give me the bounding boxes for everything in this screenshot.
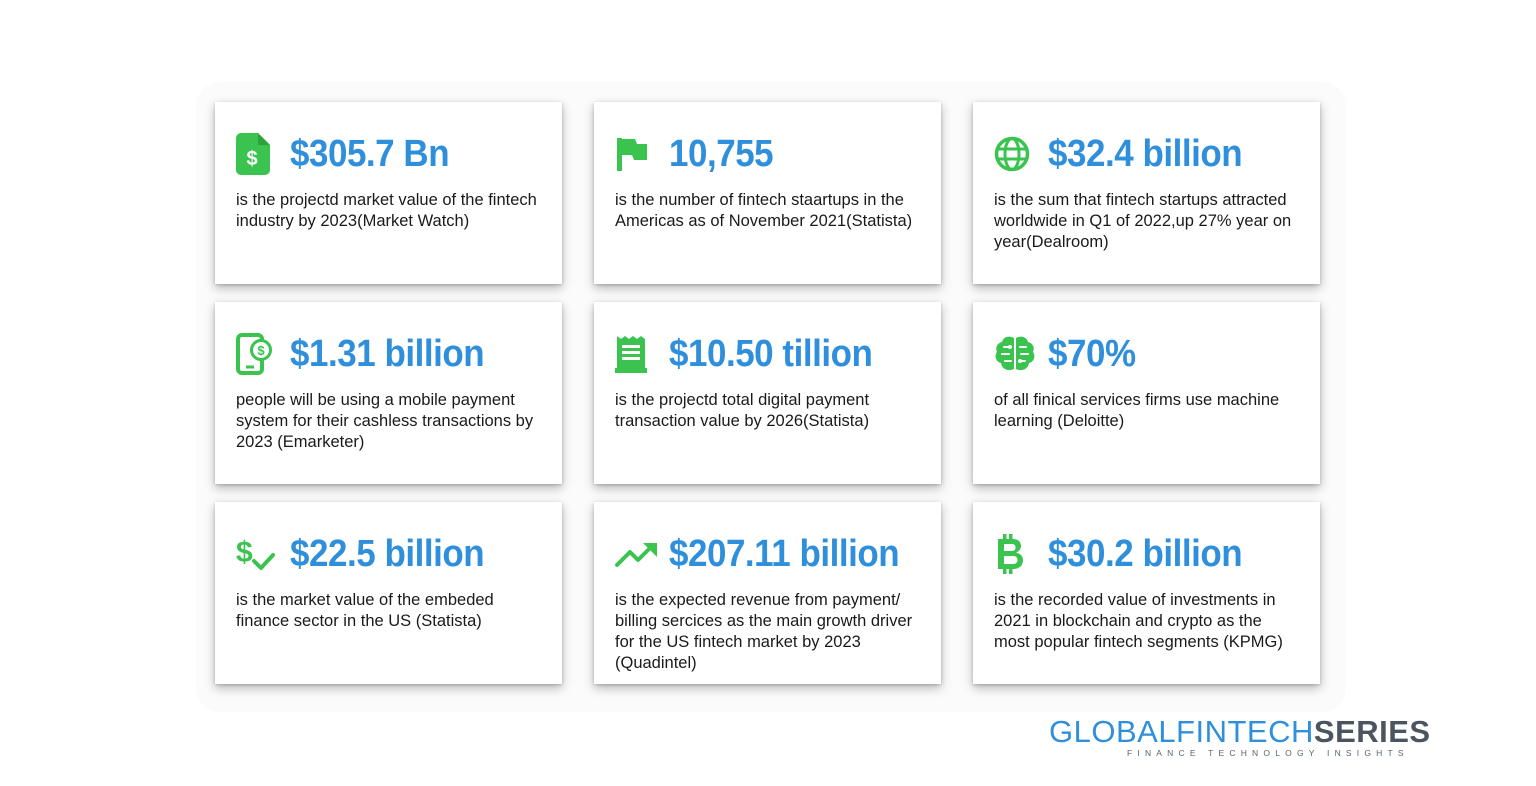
stat-description: is the projectd market value of the fint…	[236, 191, 537, 230]
stat-value: $32.4 billion	[1048, 133, 1243, 175]
stat-card: $70% of all finical services firms use m…	[973, 302, 1320, 484]
stat-description: is the number of fintech staartups in th…	[615, 191, 913, 230]
bitcoin-icon	[994, 530, 1038, 578]
stat-card: $207.11 billion is the expected revenue …	[594, 502, 941, 684]
svg-text:$: $	[257, 343, 265, 358]
stat-card: $ $1.31 billion people will be using a m…	[215, 302, 562, 484]
stat-value: $30.2 billion	[1048, 533, 1243, 575]
globe-icon	[994, 130, 1038, 178]
stat-card: $32.4 billion is the sum that fintech st…	[973, 102, 1320, 284]
stat-card: $30.2 billion is the recorded value of i…	[973, 502, 1320, 684]
flag-icon	[615, 130, 659, 178]
receipt-icon	[615, 330, 659, 378]
brain-icon	[994, 330, 1038, 378]
stat-description: is the expected revenue from payment/ bi…	[615, 591, 913, 672]
mobile-payment-icon: $	[236, 330, 280, 378]
svg-text:$: $	[236, 536, 253, 569]
stat-value: $305.7 Bn	[290, 133, 450, 175]
stat-value: 10,755	[669, 133, 774, 175]
brand-tagline: FINANCE TECHNOLOGY INSIGHTS	[1127, 748, 1409, 758]
brand-name-light: GLOBALFINTECH	[1049, 714, 1314, 749]
brand-name-bold: SERIES	[1313, 714, 1431, 749]
brand-name: GLOBALFINTECHSERIES	[1049, 714, 1479, 750]
document-dollar-icon: $	[236, 130, 280, 178]
stat-description: is the sum that fintech startups attract…	[994, 191, 1292, 251]
brand-logo: GLOBALFINTECHSERIES FINANCE TECHNOLOGY I…	[1049, 714, 1479, 758]
stat-description: is the market value of the embeded finan…	[236, 591, 494, 630]
stat-value: $10.50 tillion	[669, 333, 873, 375]
stats-grid: $ $305.7 Bn is the projectd market value…	[215, 102, 1321, 684]
stat-value: $22.5 billion	[290, 533, 485, 575]
stat-card: $ $22.5 billion is the market value of t…	[215, 502, 562, 684]
stat-card: $10.50 tillion is the projectd total dig…	[594, 302, 941, 484]
svg-text:$: $	[246, 148, 257, 170]
stat-description: people will be using a mobile payment sy…	[236, 391, 534, 451]
stat-description: is the recorded value of investments in …	[994, 591, 1283, 651]
stat-value: $1.31 billion	[290, 333, 485, 375]
stat-description: of all finical services firms use machin…	[994, 391, 1280, 430]
stat-card: 10,755 is the number of fintech staartup…	[594, 102, 941, 284]
stat-description: is the projectd total digital payment tr…	[615, 391, 870, 430]
trending-up-icon	[615, 530, 659, 578]
dollar-check-icon: $	[236, 530, 280, 578]
stat-card: $ $305.7 Bn is the projectd market value…	[215, 102, 562, 284]
stat-value: $207.11 billion	[669, 533, 900, 575]
stat-value: $70%	[1048, 333, 1136, 375]
